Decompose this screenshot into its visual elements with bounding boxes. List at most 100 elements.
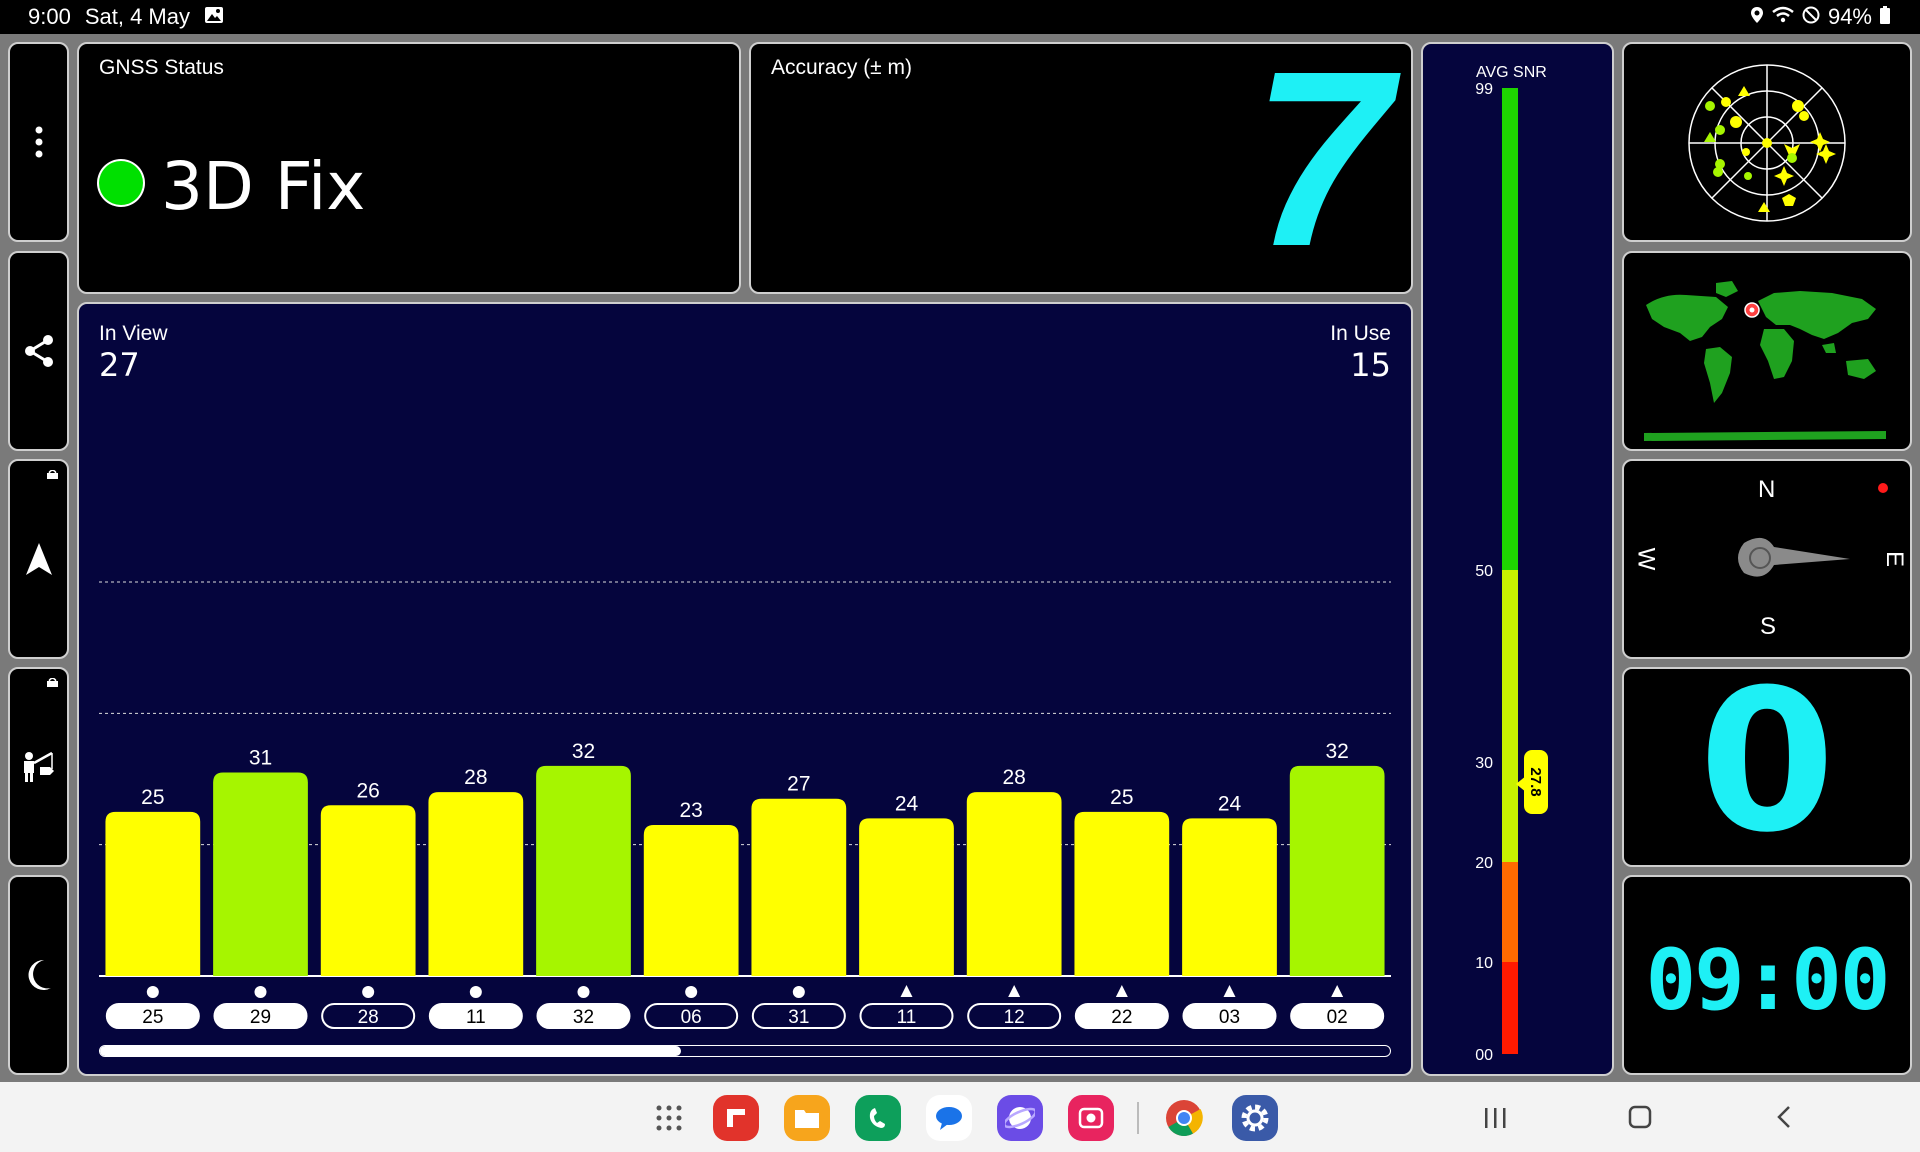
satellite-bar[interactable] — [1182, 818, 1277, 976]
chart-scrollbar[interactable] — [99, 1045, 1391, 1057]
navigate-button[interactable] — [8, 459, 69, 659]
satellite-bar[interactable] — [966, 792, 1062, 976]
flipboard-icon[interactable] — [713, 1095, 759, 1141]
screen-recorder-icon[interactable] — [1068, 1095, 1114, 1141]
compass-calibration-dot — [1878, 483, 1888, 493]
status-date: Sat, 4 May — [84, 4, 190, 29]
constellation-marker — [577, 986, 590, 998]
bar-value-label: 28 — [1002, 766, 1025, 789]
satellite-bar[interactable] — [536, 765, 631, 976]
satellite-bar[interactable] — [428, 792, 524, 976]
snr-tick-label: 30 — [1475, 755, 1493, 772]
satellite-id-label: 28 — [358, 1007, 379, 1028]
satellite-id-label: 22 — [1111, 1007, 1132, 1028]
settings-icon[interactable] — [1232, 1095, 1278, 1141]
satellite-id-label: 02 — [1327, 1007, 1348, 1028]
satellite-id-badge — [859, 1003, 954, 1029]
world-map-panel[interactable] — [1622, 251, 1912, 451]
satellite-signal-panel: In View 27 In Use 15 25 25 31 29 26 28 28 11 32 3… — [77, 302, 1413, 1076]
apps-grid-icon[interactable] — [646, 1095, 692, 1141]
status-time: 9:00 — [28, 4, 71, 29]
sky-plot-panel[interactable] — [1622, 42, 1912, 242]
satellite-bar-chart: 25 25 31 29 26 28 28 11 32 32 23 06 27 31 24 11 28 12 25 22… — [99, 581, 1391, 1029]
accuracy-value: 7 — [1251, 19, 1391, 298]
clock-panel[interactable]: 09:00 — [1622, 875, 1912, 1075]
do-not-disturb-icon — [1802, 4, 1820, 30]
snr-tick-label: 10 — [1475, 955, 1493, 972]
status-bar: 9:00 Sat, 4 May 94% — [0, 0, 1920, 34]
satellite-id-badge — [644, 1003, 739, 1029]
satellite-bar[interactable] — [320, 805, 416, 976]
home-icon[interactable] — [1628, 1104, 1652, 1136]
satellite-id-badge — [1074, 1003, 1169, 1029]
satellite-id-badge — [536, 1003, 631, 1029]
fix-status-text: 3D Fix — [161, 148, 366, 225]
fishing-hunting-button[interactable] — [8, 667, 69, 867]
constellation-marker — [1223, 985, 1236, 997]
satellite-bar[interactable] — [859, 818, 954, 976]
compass-needle — [1738, 537, 1850, 577]
chart-scrollbar-thumb[interactable] — [100, 1046, 681, 1056]
battery-level: 94% — [1827, 4, 1872, 29]
snr-average-value: 27.8 — [1527, 767, 1544, 796]
dock-divider — [1137, 1102, 1139, 1134]
bar-value-label: 26 — [356, 779, 379, 802]
night-mode-button[interactable] — [8, 875, 69, 1075]
satellite-bar[interactable] — [213, 772, 308, 976]
constellation-marker — [469, 986, 482, 998]
satellite-bar[interactable] — [105, 811, 201, 976]
my-files-icon[interactable] — [784, 1095, 830, 1141]
internet-icon[interactable] — [997, 1095, 1043, 1141]
satellite-id-badge — [321, 1003, 416, 1029]
satellite-bar[interactable] — [1289, 765, 1385, 976]
satellite-bar[interactable] — [751, 798, 847, 976]
bar-value-label: 31 — [249, 746, 272, 769]
constellation-marker — [146, 986, 159, 998]
in-view-count: 27 — [99, 346, 140, 384]
fix-status-indicator — [99, 161, 143, 205]
world-map — [1644, 281, 1886, 441]
satellite-bar[interactable] — [1074, 811, 1170, 976]
satellite-id-label: 29 — [250, 1007, 271, 1028]
phone-icon[interactable] — [855, 1095, 901, 1141]
satellite-id-label: 12 — [1004, 1007, 1025, 1028]
wifi-icon — [1772, 4, 1794, 30]
world-map-landmass — [1644, 281, 1886, 441]
satellite-bar[interactable] — [643, 824, 739, 976]
clock-value: 09:00 — [1645, 931, 1891, 1029]
snr-tick-label: 20 — [1475, 855, 1493, 872]
satellite-id-label: 06 — [681, 1007, 702, 1028]
snr-scale: 99 50 30 20 10 00 27.8 — [1475, 81, 1548, 1064]
messages-icon[interactable] — [926, 1095, 972, 1141]
bar-value-label: 24 — [1218, 792, 1242, 815]
back-icon[interactable] — [1776, 1104, 1792, 1136]
bar-value-label: 32 — [1325, 740, 1348, 763]
more-menu-button[interactable] — [8, 42, 69, 242]
constellation-marker — [254, 986, 267, 998]
compass-panel[interactable]: N S W E — [1622, 459, 1912, 659]
in-use-label: In Use — [1330, 322, 1391, 345]
satellite-id-label: 11 — [897, 1007, 917, 1028]
navigation-arrow-icon — [25, 543, 52, 575]
constellation-marker — [792, 986, 805, 998]
moon-icon — [28, 959, 51, 990]
bar-value-label: 27 — [787, 773, 810, 796]
bar-value-label: 24 — [895, 792, 919, 815]
satellite-id-badge — [213, 1003, 308, 1029]
satellite-id-badge — [751, 1003, 846, 1029]
speed-panel[interactable]: 0 — [1622, 662, 1912, 867]
satellite-id-badge — [105, 1003, 200, 1029]
share-button[interactable] — [8, 251, 69, 451]
satellite-id-label: 31 — [788, 1007, 809, 1028]
speed-value: 0 — [1698, 648, 1836, 876]
recents-icon[interactable] — [1483, 1104, 1507, 1136]
location-icon — [1750, 4, 1764, 30]
satellite-id-label: 25 — [142, 1007, 163, 1028]
satellite-id-label: 32 — [573, 1007, 594, 1028]
battery-icon — [1880, 4, 1890, 30]
avg-snr-panel: AVG SNR 99 50 30 20 10 00 27.8 — [1421, 42, 1614, 1076]
in-view-label: In View — [99, 322, 168, 345]
constellation-marker — [1115, 985, 1128, 997]
chrome-icon[interactable] — [1161, 1095, 1207, 1141]
constellation-marker — [1008, 985, 1021, 997]
